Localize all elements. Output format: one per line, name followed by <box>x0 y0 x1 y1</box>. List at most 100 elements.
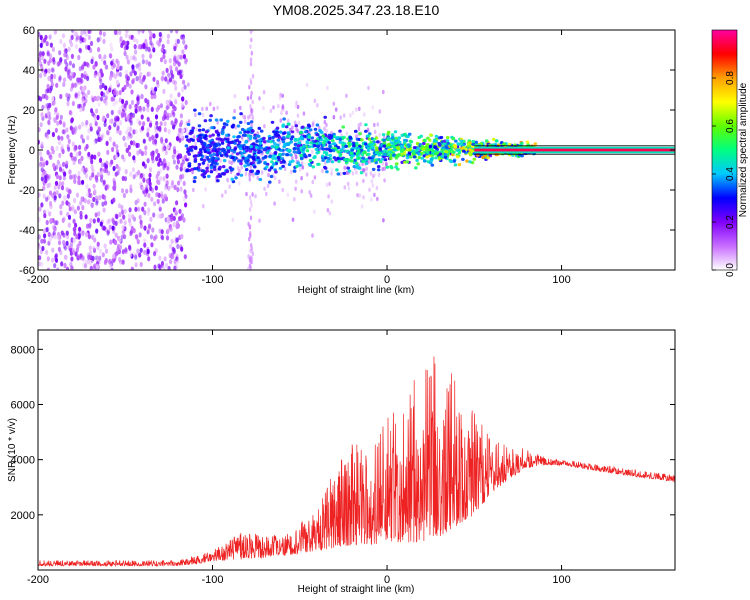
spectrogram-cell <box>299 136 304 140</box>
spectrogram-cell <box>251 129 255 133</box>
spectrogram-cell <box>165 235 170 241</box>
spectrogram-cell <box>66 193 70 199</box>
spectrogram-cell <box>81 106 85 112</box>
spectrogram-cell <box>209 170 214 174</box>
spectrogram-cell <box>221 193 224 198</box>
spectrogram-cell <box>300 176 303 181</box>
spectrogram-cell <box>89 155 93 161</box>
spectrogram-cell <box>315 151 320 155</box>
spectrogram-cell <box>172 79 176 85</box>
spectrogram-cell <box>120 188 125 194</box>
spectrogram-cell <box>96 259 100 266</box>
spectrogram-cell <box>181 96 185 102</box>
spectrogram-cell <box>468 160 472 164</box>
spectrogram-cell <box>295 164 299 168</box>
spectrogram-cell <box>83 169 87 175</box>
spectrogram-cell <box>60 230 64 236</box>
spectrogram-cell <box>252 136 257 140</box>
spectrogram-cell <box>97 151 101 157</box>
spectrogram-cell <box>93 95 97 101</box>
spectrogram-cell <box>208 153 213 158</box>
spectrogram-cell <box>302 134 307 138</box>
spectrogram-cell <box>248 136 253 141</box>
spectrogram-cell <box>214 144 218 148</box>
spectrogram-cell <box>185 158 189 162</box>
spectrogram-cell <box>59 38 63 45</box>
spectrogram-cell <box>103 243 107 249</box>
spectrogram-cell <box>422 141 426 146</box>
spectrogram-cell <box>386 153 390 157</box>
spectrogram-cell <box>39 96 43 102</box>
spectrogram-cell <box>106 113 110 119</box>
spectrogram-cell <box>100 56 104 63</box>
spectrogram-cell <box>268 137 272 141</box>
spectrogram-cell <box>308 190 312 195</box>
spectrogram-cell <box>161 198 165 204</box>
spectrogram-cell <box>433 145 437 149</box>
spectrogram-cell <box>48 57 53 64</box>
spectrogram-cell <box>488 154 493 158</box>
spectrogram-cell <box>296 144 301 148</box>
spectrogram-cell <box>122 214 126 220</box>
spectrogram-cell <box>73 156 77 162</box>
spectrogram-cell <box>239 105 242 111</box>
spectrogram-cell <box>50 73 54 79</box>
spectrogram-cell <box>100 91 104 97</box>
spectrogram-cell <box>85 184 89 190</box>
snr-y-tick-label: 8000 <box>11 344 35 356</box>
spectrogram-cell <box>341 125 346 129</box>
spectrogram-cell <box>201 112 205 118</box>
spectrogram-cell <box>313 127 318 131</box>
spectrogram-cell <box>327 194 330 199</box>
spectrogram-cell <box>371 167 376 171</box>
spectrogram-cell <box>249 169 253 173</box>
spectrogram-cell <box>136 150 140 156</box>
spectrogram-cell <box>76 254 81 260</box>
spectrogram-cell <box>405 160 410 164</box>
spectrogram-cell <box>45 173 49 179</box>
spectrogram-cell <box>434 156 438 160</box>
spectrogram-cell <box>57 246 62 252</box>
spectrogram-cell <box>193 145 198 149</box>
spectrogram-cell <box>62 240 66 246</box>
spectrogram-cell <box>461 157 465 161</box>
spectrogram-cell <box>267 172 270 178</box>
spectrogram-cell <box>108 75 113 81</box>
spectrogram-cell <box>378 109 382 114</box>
spectrogram-cell <box>250 90 253 96</box>
spectrogram-cell <box>233 108 236 114</box>
spectrogram-cell <box>146 127 150 133</box>
spectrogram-cell <box>186 122 191 127</box>
spectrogram-cell <box>41 245 45 252</box>
spectrogram-cell <box>369 143 374 147</box>
spectrogram-cell <box>138 77 142 84</box>
spectrogram-cell <box>273 201 276 206</box>
spectrogram-cell <box>239 173 244 177</box>
spectrogram-cell <box>199 136 203 140</box>
spectrogram-cell <box>149 216 153 222</box>
spectrogram-cell <box>110 159 114 165</box>
spectrogram-cell <box>123 208 127 214</box>
spectrogram-cell <box>289 153 293 157</box>
spectrogram-cell <box>98 194 102 201</box>
spectrogram-y-tick-label: -60 <box>19 265 35 277</box>
spectrogram-cell <box>184 44 188 50</box>
spectrogram-cell <box>225 137 230 141</box>
spectrogram-cell <box>114 99 118 105</box>
spectrogram-cell <box>177 153 181 160</box>
spectrogram-cell <box>74 92 78 98</box>
spectrogram-cell <box>278 179 281 184</box>
spectrogram-cell <box>238 120 243 124</box>
spectrogram-cell <box>248 236 251 242</box>
spectrogram-cell <box>43 58 47 64</box>
spectrogram-cell <box>38 255 42 261</box>
spectrogram-cell <box>153 235 157 241</box>
spectrogram-cell <box>49 42 54 48</box>
spectrogram-cell <box>341 145 346 149</box>
snr-x-tick-label: 100 <box>552 574 570 586</box>
spectrogram-cell <box>69 247 73 253</box>
spectrogram-cell <box>132 174 136 180</box>
spectrogram-cell <box>322 139 327 143</box>
spectrogram-x-ticks: -200 -100 0 100 <box>27 30 571 286</box>
spectrogram-cell <box>65 266 70 270</box>
